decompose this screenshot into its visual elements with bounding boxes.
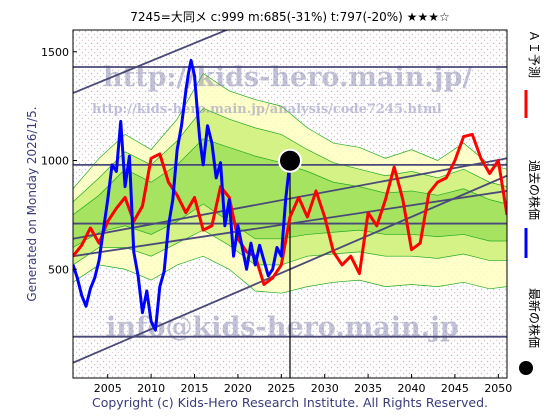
x-tick-label: 2035	[354, 382, 382, 395]
band-outer-lower-edge	[73, 255, 507, 294]
x-tick-label: 2005	[94, 382, 122, 395]
y-tick-label: 1500	[41, 46, 69, 59]
watermark-email: info@kids-hero.main.jp	[106, 312, 459, 343]
x-tick-label: 2020	[224, 382, 252, 395]
band-inner-lower-edge	[73, 203, 507, 248]
x-tick-label: 2030	[311, 382, 339, 395]
plot-frame	[72, 29, 508, 379]
x-axis: 2005 2010 2015 2020 2025 2030 2035 2040 2045 2050	[94, 374, 512, 395]
y-axis-title: Generated on Monday 2026/1/5.	[25, 106, 39, 301]
legend-label-past: 過去の株価	[527, 160, 542, 220]
x-tick-label: 2015	[181, 382, 209, 395]
x-tick-label: 2010	[137, 382, 165, 395]
x-tick-label: 2045	[441, 382, 469, 395]
series-lines	[73, 58, 507, 332]
series-line-0	[73, 132, 507, 286]
chart-header: 7245=大同メ c:999 m:685(-31%) t:797(-20%) ★…	[130, 10, 449, 24]
band-mid-upper-edge	[73, 107, 507, 203]
latest-price-marker	[278, 148, 302, 173]
legend-swatch-latest	[519, 361, 533, 375]
watermark-mid-url: http://kids-hero.main.jp/analysis/code72…	[92, 102, 442, 117]
y-axis: 500 1000 1500	[41, 46, 77, 276]
band-mid-lower-edge	[73, 229, 507, 266]
band-outer-upper-edge	[73, 73, 507, 190]
legend-label-latest: 最新の株価	[527, 288, 542, 348]
series-line-1	[73, 58, 292, 332]
y-tick-label: 1000	[41, 155, 69, 168]
x-tick-label: 2040	[398, 382, 426, 395]
trend-line-0	[73, 30, 229, 94]
x-tick-label: 2050	[484, 382, 512, 395]
legend-label-forecast: ＡＩ予測	[527, 30, 541, 78]
copyright-footer: Copyright (c) Kids-Hero Research Institu…	[92, 395, 488, 410]
x-tick-label: 2025	[267, 382, 295, 395]
latest-price-dot	[278, 148, 302, 173]
y-tick-label: 500	[48, 263, 69, 276]
